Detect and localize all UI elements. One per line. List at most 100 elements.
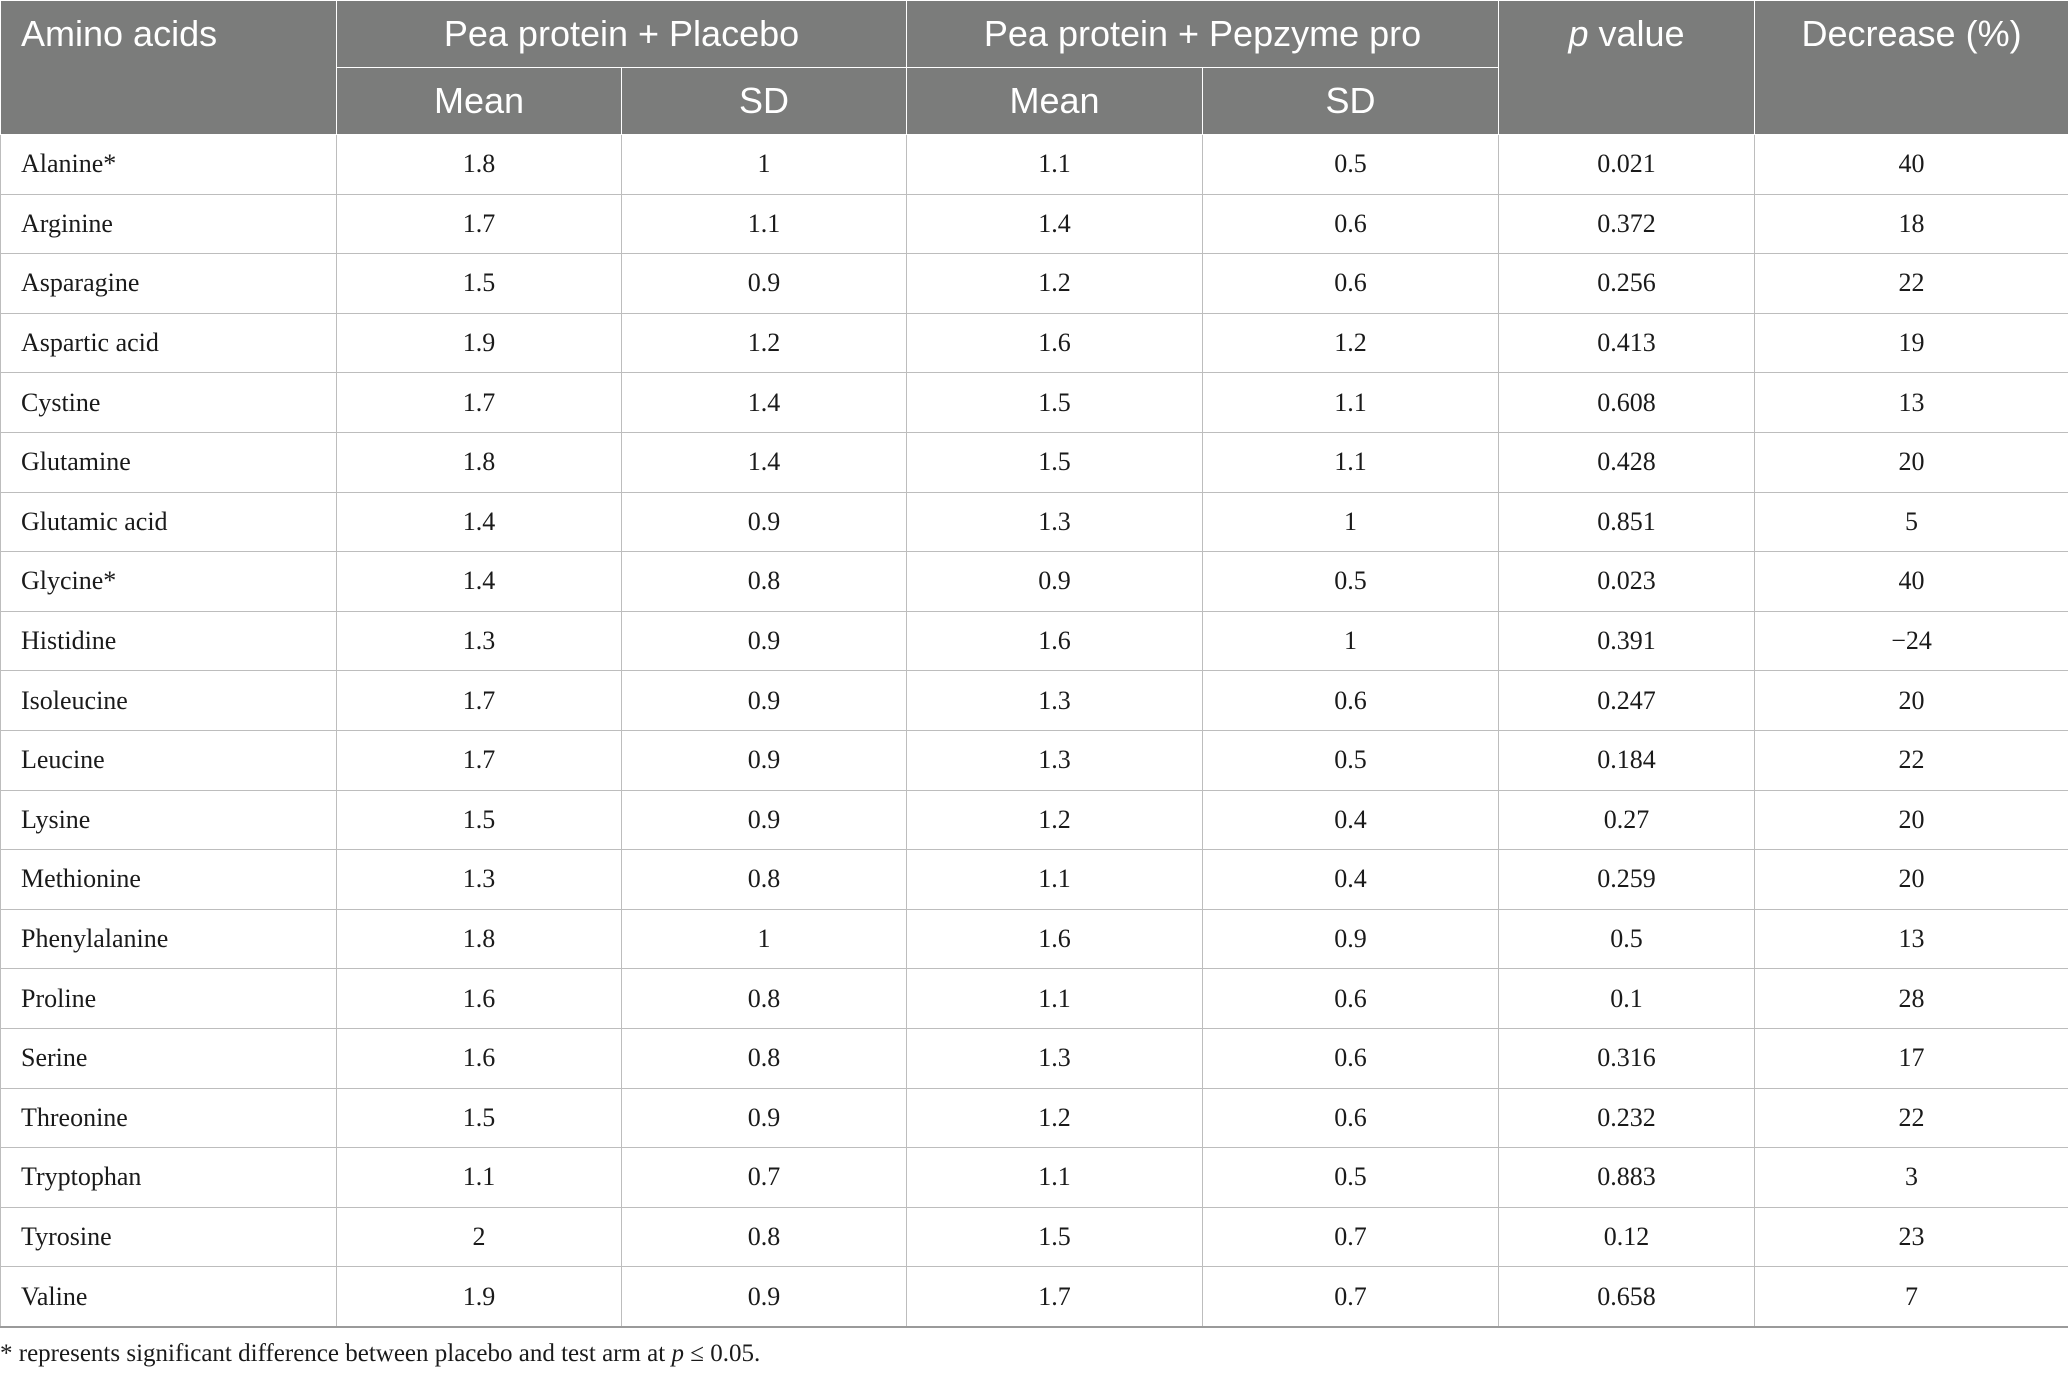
table-row: Cystine 1.7 1.4 1.5 1.1 0.608 13 (0, 372, 2068, 433)
header-group-placebo: Pea protein + Placebo (335, 0, 908, 68)
cell-pepzyme-sd: 0.6 (1202, 670, 1500, 731)
cell-amino-acid-name: Cystine (0, 372, 337, 433)
cell-placebo-mean: 1.3 (336, 610, 622, 672)
cell-amino-acid-name: Asparagine (0, 253, 337, 314)
cell-placebo-sd: 0.9 (620, 253, 908, 314)
cell-decrease: 28 (1754, 968, 2068, 1029)
cell-placebo-sd: 1.4 (620, 372, 908, 433)
cell-pepzyme-mean: 0.9 (906, 551, 1204, 612)
cell-decrease: 18 (1754, 193, 2068, 255)
cell-placebo-sd: 0.9 (620, 729, 908, 791)
cell-p-value: 0.428 (1498, 431, 1756, 493)
cell-p-value: 0.256 (1498, 253, 1756, 314)
cell-placebo-mean: 1.4 (336, 551, 622, 612)
cell-pepzyme-mean: 1.2 (906, 1087, 1204, 1149)
header-pepzyme-sd: SD (1202, 67, 1500, 135)
cell-pepzyme-mean: 1.3 (906, 729, 1204, 791)
cell-pepzyme-mean: 1.5 (906, 1206, 1204, 1268)
cell-amino-acid-name: Leucine (0, 729, 337, 791)
footnote-prefix: * represents significant difference betw… (0, 1340, 672, 1367)
cell-amino-acid-name: Lysine (0, 789, 337, 851)
cell-p-value: 0.27 (1498, 789, 1756, 851)
header-row-stats: Mean SD Mean SD (1, 67, 2068, 135)
table-header: Amino acids Pea protein + Placebo Pea pr… (0, 0, 2068, 135)
table-row: Isoleucine 1.7 0.9 1.3 0.6 0.247 20 (0, 670, 2068, 731)
cell-amino-acid-name: Glutamine (0, 431, 337, 493)
cell-placebo-sd: 0.8 (620, 1206, 908, 1268)
footnote-suffix: ≤ 0.05. (683, 1340, 761, 1367)
cell-placebo-mean: 1.5 (336, 1087, 622, 1149)
cell-pepzyme-mean: 1.1 (906, 134, 1204, 195)
cell-p-value: 0.851 (1498, 491, 1756, 553)
cell-pepzyme-mean: 1.3 (906, 670, 1204, 731)
cell-pepzyme-mean: 1.5 (906, 372, 1204, 433)
cell-placebo-mean: 1.8 (336, 431, 622, 493)
cell-amino-acid-name: Isoleucine (0, 670, 337, 731)
table-row: Aspartic acid 1.9 1.2 1.6 1.2 0.413 19 (0, 312, 2068, 374)
table-row: Leucine 1.7 0.9 1.3 0.5 0.184 22 (0, 729, 2068, 791)
amino-acid-table: Amino acids Pea protein + Placebo Pea pr… (0, 0, 2068, 1328)
cell-pepzyme-sd: 0.6 (1202, 1087, 1500, 1149)
cell-placebo-sd: 0.9 (620, 789, 908, 851)
table-row: Methionine 1.3 0.8 1.1 0.4 0.259 20 (0, 849, 2068, 910)
table-body: Alanine* 1.8 1 1.1 0.5 0.021 40 Arginine 1.7 1.1 1… (0, 134, 2068, 1328)
cell-amino-acid-name: Phenylalanine (0, 908, 337, 970)
cell-amino-acid-name: Methionine (0, 849, 337, 910)
cell-pepzyme-sd: 0.6 (1202, 1027, 1500, 1089)
cell-placebo-mean: 1.5 (336, 253, 622, 314)
cell-placebo-sd: 0.8 (620, 849, 908, 910)
cell-pepzyme-mean: 1.3 (906, 1027, 1204, 1089)
cell-p-value: 0.247 (1498, 670, 1756, 731)
table-row: Phenylalanine 1.8 1 1.6 0.9 0.5 13 (0, 908, 2068, 970)
cell-decrease: 40 (1754, 134, 2068, 195)
cell-placebo-mean: 1.9 (336, 1266, 622, 1328)
table-row: Arginine 1.7 1.1 1.4 0.6 0.372 18 (0, 193, 2068, 255)
cell-amino-acid-name: Glutamic acid (0, 491, 337, 553)
cell-amino-acid-name: Glycine* (0, 551, 337, 612)
header-p-value: p value (1498, 0, 1756, 135)
table-row: Lysine 1.5 0.9 1.2 0.4 0.27 20 (0, 789, 2068, 851)
cell-placebo-mean: 1.5 (336, 789, 622, 851)
cell-decrease: 5 (1754, 491, 2068, 553)
cell-pepzyme-sd: 0.5 (1202, 729, 1500, 791)
cell-pepzyme-sd: 0.5 (1202, 1147, 1500, 1208)
cell-decrease: 7 (1754, 1266, 2068, 1328)
cell-p-value: 0.12 (1498, 1206, 1756, 1268)
cell-pepzyme-mean: 1.7 (906, 1266, 1204, 1328)
cell-decrease: 20 (1754, 849, 2068, 910)
cell-placebo-mean: 1.3 (336, 849, 622, 910)
cell-decrease: 22 (1754, 1087, 2068, 1149)
table-row: Glutamic acid 1.4 0.9 1.3 1 0.851 5 (0, 491, 2068, 553)
cell-pepzyme-mean: 1.4 (906, 193, 1204, 255)
cell-pepzyme-mean: 1.6 (906, 312, 1204, 374)
cell-pepzyme-sd: 0.7 (1202, 1206, 1500, 1268)
cell-amino-acid-name: Histidine (0, 610, 337, 672)
cell-placebo-sd: 1.1 (620, 193, 908, 255)
cell-pepzyme-sd: 1.1 (1202, 372, 1500, 433)
table-row: Proline 1.6 0.8 1.1 0.6 0.1 28 (0, 968, 2068, 1029)
cell-placebo-sd: 0.9 (620, 1266, 908, 1328)
cell-p-value: 0.5 (1498, 908, 1756, 970)
cell-pepzyme-sd: 1 (1202, 610, 1500, 672)
table-row: Asparagine 1.5 0.9 1.2 0.6 0.256 22 (0, 253, 2068, 314)
cell-amino-acid-name: Aspartic acid (0, 312, 337, 374)
cell-pepzyme-mean: 1.2 (906, 253, 1204, 314)
cell-decrease: 13 (1754, 372, 2068, 433)
table-row: Tyrosine 2 0.8 1.5 0.7 0.12 23 (0, 1206, 2068, 1268)
cell-p-value: 0.316 (1498, 1027, 1756, 1089)
cell-placebo-sd: 0.9 (620, 610, 908, 672)
cell-decrease: 13 (1754, 908, 2068, 970)
table-row: Tryptophan 1.1 0.7 1.1 0.5 0.883 3 (0, 1147, 2068, 1208)
cell-pepzyme-sd: 0.9 (1202, 908, 1500, 970)
cell-placebo-sd: 1.4 (620, 431, 908, 493)
cell-p-value: 0.413 (1498, 312, 1756, 374)
header-placebo-sd: SD (620, 67, 908, 135)
cell-p-value: 0.883 (1498, 1147, 1756, 1208)
cell-placebo-mean: 1.6 (336, 1027, 622, 1089)
cell-pepzyme-sd: 0.4 (1202, 849, 1500, 910)
cell-pepzyme-mean: 1.1 (906, 968, 1204, 1029)
table-row: Threonine 1.5 0.9 1.2 0.6 0.232 22 (0, 1087, 2068, 1149)
cell-amino-acid-name: Tyrosine (0, 1206, 337, 1268)
cell-placebo-sd: 0.9 (620, 491, 908, 553)
cell-amino-acid-name: Proline (0, 968, 337, 1029)
